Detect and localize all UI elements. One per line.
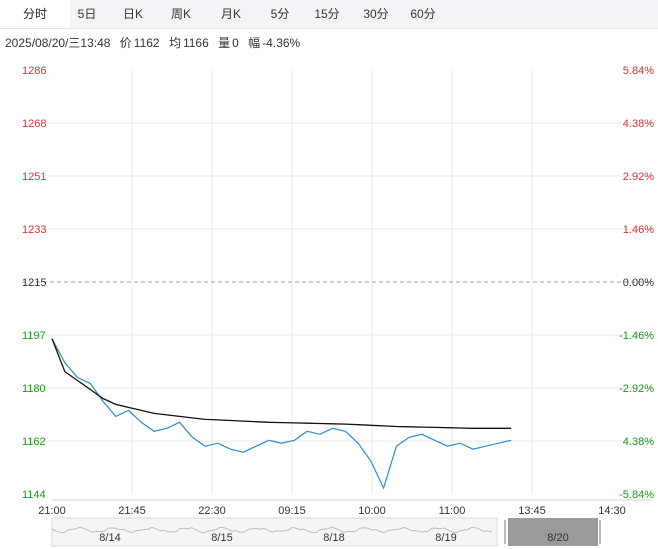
x-tick-label: 13:45 [518,505,546,517]
y-tick-label-left: 1251 [22,171,46,183]
x-tick-label: 21:45 [118,505,146,517]
y-tick-label-left: 1144 [22,489,46,501]
tab-5-day[interactable]: 5日 [77,7,97,21]
quote-datetime: 2025/08/20/三13:48 [5,36,111,50]
y-tick-label-right: 0.00% [623,277,654,289]
navigator-history-line [51,526,493,534]
y-tick-label-right: -1.46% [619,330,654,342]
y-tick-label-right: -2.92% [619,383,654,395]
navigator-date-label: 8/15 [211,532,232,544]
tab-daily-k[interactable]: 日K [122,7,143,21]
period-tab-bar: 分时 5日 日K 周K 月K 5分 15分 30分 60分 [0,0,658,29]
y-tick-label-left: 1286 [22,65,46,77]
y-tick-label-left: 1180 [22,383,46,395]
navigator-date-label: 8/20 [547,532,568,544]
avg-label: 均 [168,36,181,50]
y-tick-label-left: 1197 [22,330,46,342]
volume-label: 量 [218,36,231,50]
y-tick-label-right: 2.92% [623,171,654,183]
navigator-date-label: 8/18 [323,532,344,544]
change-value: -4.36% [262,36,301,50]
tab-intraday[interactable]: 分时 [0,0,70,28]
tab-60-min[interactable]: 60分 [410,7,436,21]
y-tick-label-left: 1162 [22,436,46,448]
navigator-date-label: 8/14 [99,532,120,544]
avg-value: 1166 [182,36,209,50]
y-tick-label-left: 1215 [22,277,46,289]
volume-value: 0 [232,36,239,50]
tab-15-min[interactable]: 15分 [314,7,340,21]
y-tick-label-right: 5.84% [623,65,654,77]
change-label: 幅 [248,36,261,50]
navigator-selection-window [508,518,598,546]
y-tick-label-right: 4.38% [623,118,654,130]
x-tick-label: 22:30 [198,505,226,517]
x-tick-label: 14:30 [598,505,626,517]
tab-weekly-k[interactable]: 周K [170,7,191,21]
x-tick-label: 10:00 [358,505,386,517]
tab-monthly-k[interactable]: 月K [220,7,241,21]
x-tick-label: 21:00 [38,505,66,517]
navigator-date-label: 8/19 [435,532,456,544]
x-tick-label: 11:00 [439,505,466,517]
tab-5-min[interactable]: 5分 [270,7,290,21]
y-tick-label-right: 4.38% [623,436,654,448]
y-tick-label-right: -5.84% [619,489,654,501]
average-line [51,338,512,429]
y-tick-label-left: 1268 [22,118,46,130]
price-label: 价 [119,36,132,50]
price-value: 1162 [133,36,160,50]
x-tick-label: 09:15 [278,505,306,517]
y-tick-label-left: 1233 [22,224,46,236]
tab-30-min[interactable]: 30分 [363,7,389,21]
y-tick-label-right: 1.46% [623,224,654,236]
price-line [51,338,512,490]
